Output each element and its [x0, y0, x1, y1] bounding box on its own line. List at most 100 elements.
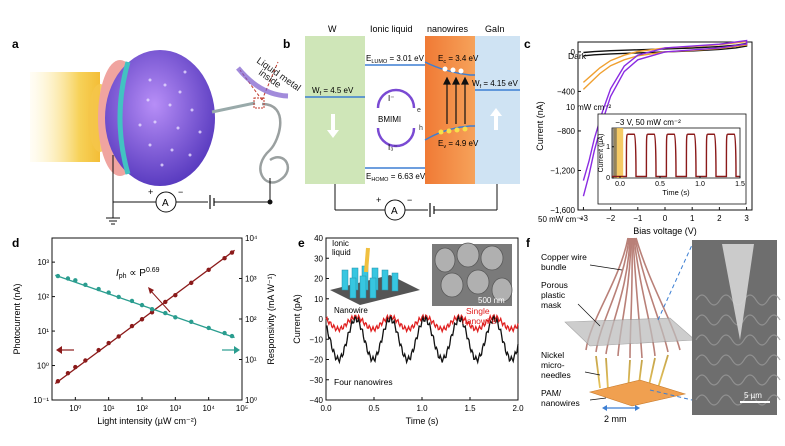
d-point	[139, 317, 145, 322]
label-pam: PAM/	[541, 388, 562, 398]
d-point	[129, 298, 135, 304]
law-pointer	[149, 289, 171, 313]
white-arrow-left	[327, 114, 339, 138]
ammeter-b-minus: −	[407, 195, 412, 205]
d-plot-frame	[51, 237, 243, 401]
sem-f-scale-label: 5 µm	[744, 391, 762, 400]
d-ytick-label: 10³	[37, 258, 49, 267]
leader-mask	[577, 303, 601, 327]
inset-xtick-label: 0.5	[655, 181, 665, 188]
ammeter-a-minus: −	[178, 187, 183, 197]
e-xtick-label: 1.0	[416, 404, 428, 413]
panel-letter-e: e	[298, 236, 305, 250]
inset-ytick-label: 0	[606, 175, 610, 182]
e-xtick-label: 0.5	[368, 404, 380, 413]
nanowire-array-illustration	[330, 247, 420, 305]
d-point	[96, 286, 101, 292]
dash-line-bottom	[649, 389, 693, 401]
d-point	[106, 340, 111, 346]
e-series-line	[325, 314, 519, 365]
d-point	[189, 280, 194, 286]
header-w: W	[328, 24, 337, 34]
c-xtick-label: 0	[663, 214, 668, 223]
d-point	[222, 330, 227, 336]
d-xtick-label: 10¹	[103, 404, 115, 413]
c-ytick-label: −1,200	[550, 166, 575, 175]
panel-letter-b: b	[283, 37, 290, 51]
header-nanowires: nanowires	[427, 24, 469, 34]
e-ytick-label: 10	[314, 295, 323, 304]
c-ylabel: Current (nA)	[535, 101, 545, 151]
d-point	[229, 250, 235, 255]
c-xtick-label: −1	[633, 214, 643, 223]
ammeter-b-label: A	[391, 206, 398, 217]
d-ytick-label: 10²	[37, 293, 49, 302]
ec-label: Ec = 3.4 eV	[438, 54, 479, 65]
sphere-cyan-band	[117, 61, 131, 175]
e-xtick-label: 2.0	[512, 404, 524, 413]
wire-from-sphere	[211, 101, 256, 114]
c-xtick-label: −3	[579, 214, 589, 223]
d-ytick-label: 10⁰	[37, 362, 49, 371]
c-xtick-label: −2	[606, 214, 616, 223]
d-point	[189, 319, 194, 325]
d-ytick-label: 10⁻¹	[33, 396, 49, 405]
sem-domes	[434, 242, 513, 303]
band-nanowire-orange	[425, 36, 475, 184]
d-xtick-label: 10³	[170, 404, 182, 413]
panel-letter-a: a	[12, 37, 19, 51]
band-ionic-liquid	[365, 36, 425, 184]
e-label: e	[417, 107, 421, 114]
porous-plastic-mask	[564, 317, 696, 347]
d-xtick-label: 10²	[136, 404, 148, 413]
excitation-arrows	[443, 76, 469, 124]
dash-line-top	[657, 244, 693, 321]
e-ytick-label: 40	[314, 234, 323, 243]
label-nanowires-f: nanowires	[541, 398, 580, 408]
chart-iv-curves: −3 −2 −1 0 1 2 3 0 −400 −800 −1,200 −1,600 Bias volt…	[535, 39, 753, 236]
e-ytick-label: 0	[319, 315, 324, 324]
i-minus-label: I⁻	[388, 94, 394, 103]
d-ytick-right-label: 10⁴	[245, 234, 258, 243]
e-xtick-label: 1.5	[464, 404, 476, 413]
c-legend-10: 10 mW cm⁻²	[566, 103, 611, 112]
d-point	[83, 358, 88, 363]
d-point	[149, 310, 155, 315]
header-gain: GaIn	[485, 24, 505, 34]
i3-minus-label: I₃⁻	[388, 143, 398, 152]
inset-light-band	[613, 128, 624, 178]
label-micro: micro-	[541, 360, 565, 370]
panel-c: c −3 −2 −1 0 1 2 3 0 −400 −800 −1,200 −1,600 Bias vo…	[524, 37, 753, 236]
single-label-1: Single	[466, 306, 490, 316]
panel-e: e 0.0 0.5 1.0 1.5 2.0 −40 −30 −20 −10 0 10 20 30 40 Ti…	[292, 234, 524, 426]
d-point	[116, 334, 121, 339]
e-ytick-label: 20	[314, 275, 323, 284]
d-ytick-right-label: 10⁰	[245, 396, 257, 405]
c-series-line	[582, 39, 748, 197]
e-ytick-label: 30	[314, 254, 323, 263]
ev-label: Ev = 4.9 eV	[438, 139, 479, 150]
inset-series-line	[612, 133, 740, 178]
c-ytick-label: −400	[557, 87, 576, 96]
inset-xtick-label: 1.0	[695, 181, 705, 188]
h-label: h	[419, 125, 423, 132]
d-point	[65, 276, 71, 281]
e-xlabel: Time (s)	[406, 416, 439, 426]
zoom-line-2	[261, 61, 279, 101]
panel-b: b W Ionic liquid nanowires GaIn ELUMO = …	[283, 24, 520, 221]
d-ytick-right-label: 10²	[245, 315, 257, 324]
chart-current-time: 0.0 0.5 1.0 1.5 2.0 −40 −30 −20 −10 0 10 20 30 40 Time…	[292, 234, 524, 426]
inset-ytick-label: 1	[606, 144, 610, 151]
c-xtick-label: 1	[690, 214, 695, 223]
label-copper: Copper wire	[541, 252, 587, 262]
inset-ylabel: Current (µA)	[598, 134, 605, 173]
d-point	[55, 273, 61, 279]
d-point	[65, 370, 71, 376]
c-xlabel: Bias voltage (V)	[633, 226, 697, 236]
c-legend-dark: Dark	[568, 51, 587, 61]
ammeter-b-plus: +	[376, 195, 381, 205]
electrons	[442, 66, 464, 74]
left-axis-arrow-head	[56, 346, 62, 354]
c-xtick-label: 3	[744, 214, 749, 223]
